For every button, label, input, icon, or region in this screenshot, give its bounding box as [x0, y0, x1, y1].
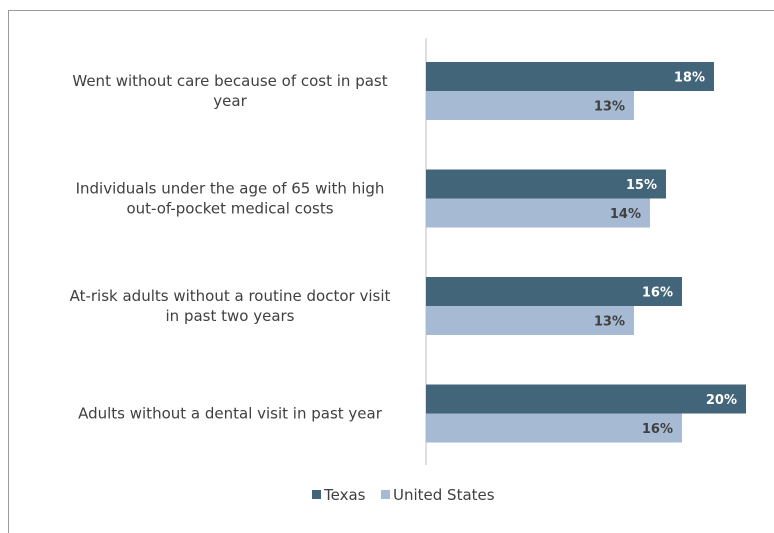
category-labels: Went without care because of cost in pas… [70, 72, 391, 423]
legend-swatch [312, 490, 321, 499]
category-label: Individuals under the age of 65 with hig… [76, 180, 385, 218]
data-label: 13% [594, 100, 625, 115]
data-label: 18% [674, 71, 705, 86]
category-label-line: Went without care because of cost in pas… [72, 72, 387, 90]
category-label: At-risk adults without a routine doctor … [70, 287, 391, 325]
bar-united-states [426, 306, 634, 335]
chart-frame [8, 10, 774, 533]
value-labels: 18% 13% 15% 14% 16% 13% 20% 16% [594, 71, 737, 438]
bar-united-states [426, 198, 650, 228]
legend: Texas United States [312, 486, 495, 504]
data-label: 20% [706, 393, 737, 408]
bar-texas [426, 62, 714, 91]
legend-label: United States [393, 486, 495, 504]
category-label-line: Individuals under the age of 65 with hig… [76, 180, 385, 198]
category-label-line: in past two years [166, 307, 295, 325]
category-label-line: At-risk adults without a routine doctor … [70, 287, 391, 305]
category-label: Went without care because of cost in pas… [72, 72, 387, 110]
category-label-line: out-of-pocket medical costs [126, 200, 333, 218]
data-label: 13% [594, 315, 625, 330]
legend-label: Texas [323, 486, 366, 504]
bar-texas [426, 169, 666, 199]
category-label-line: year [213, 92, 247, 110]
data-label: 14% [610, 207, 641, 222]
data-label: 15% [626, 178, 657, 193]
bar-texas [426, 277, 682, 306]
bar-united-states [426, 91, 634, 120]
bar-united-states [426, 413, 682, 443]
category-label-line: Adults without a dental visit in past ye… [78, 405, 383, 423]
category-label: Adults without a dental visit in past ye… [78, 405, 383, 423]
data-label: 16% [642, 286, 673, 301]
bar-texas [426, 384, 746, 414]
data-label: 16% [642, 422, 673, 437]
legend-swatch [381, 490, 390, 499]
bars [426, 62, 746, 443]
